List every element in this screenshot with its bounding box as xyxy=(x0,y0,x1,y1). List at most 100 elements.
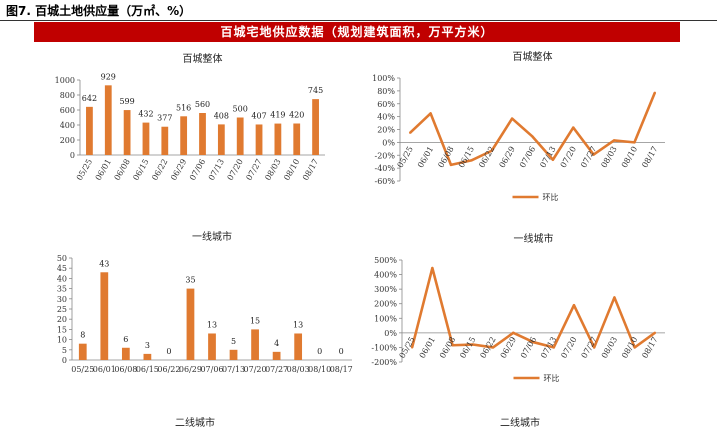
x-tick-label: 07/13 xyxy=(207,158,226,182)
data-label: 500 xyxy=(233,105,248,114)
y-tick-label: 0% xyxy=(384,329,397,338)
x-tick-label: 08/17 xyxy=(640,145,659,169)
x-tick-label: 07/20 xyxy=(559,145,578,169)
legend-label: 环比 xyxy=(544,373,560,383)
x-tick-label: 06/29 xyxy=(498,145,517,169)
bar xyxy=(199,113,206,155)
data-point xyxy=(633,141,636,144)
bar xyxy=(312,99,319,155)
data-label: 15 xyxy=(250,316,260,325)
y-tick-label: 35 xyxy=(57,285,67,294)
bar xyxy=(161,126,169,155)
bar xyxy=(217,124,225,155)
bar xyxy=(236,117,244,155)
x-tick-label: 06/29 xyxy=(169,158,188,182)
section-banner: 百城宅地供应数据（规划建筑面积，万平方米） xyxy=(34,22,680,42)
data-label: 3 xyxy=(145,341,150,350)
x-tick-label: 07/27 xyxy=(244,158,263,182)
y-tick-label: 15 xyxy=(57,325,67,334)
y-tick-label: 20 xyxy=(57,315,67,324)
y-tick-label: -20% xyxy=(375,151,396,160)
data-label: 0 xyxy=(339,347,344,356)
y-tick-label: 200 xyxy=(60,136,75,145)
data-point xyxy=(551,158,555,161)
x-tick-label: 06/15 xyxy=(136,365,159,374)
y-tick-label: 0% xyxy=(382,138,395,147)
x-tick-label: 07/27 xyxy=(580,335,599,359)
data-label: 13 xyxy=(293,320,303,329)
bar xyxy=(123,110,131,155)
y-tick-label: 400 xyxy=(60,121,75,130)
y-tick-label: 500% xyxy=(374,256,397,265)
data-point xyxy=(410,346,414,349)
bar-chart-tier1: 一线城市05101520253035404550805/254306/01606… xyxy=(57,230,353,374)
x-tick-label: 06/29 xyxy=(179,365,202,374)
x-tick-label: 08/10 xyxy=(282,158,301,182)
y-tick-label: 100% xyxy=(372,74,395,83)
data-label: 419 xyxy=(270,111,285,120)
x-tick-label: 08/03 xyxy=(263,158,282,182)
data-label: 599 xyxy=(119,97,134,106)
data-point xyxy=(653,331,657,335)
x-tick-label: 06/01 xyxy=(416,145,435,169)
x-tick-label: 07/06 xyxy=(200,365,223,374)
data-point xyxy=(491,346,495,349)
data-label: 6 xyxy=(123,335,128,344)
y-tick-label: 0 xyxy=(62,356,67,365)
data-label: 745 xyxy=(308,86,323,95)
data-label: 4 xyxy=(274,339,279,348)
x-tick-label: 05/25 xyxy=(71,365,94,374)
bar xyxy=(180,116,188,155)
next-row-titles: 二线城市 二线城市 xyxy=(175,416,540,429)
x-tick-label: 06/01 xyxy=(418,335,437,359)
legend-label: 环比 xyxy=(543,192,559,202)
data-label: 43 xyxy=(99,259,109,268)
x-tick-label: 08/03 xyxy=(287,365,310,374)
data-point xyxy=(592,153,595,156)
y-tick-label: 600 xyxy=(60,106,75,115)
bar xyxy=(78,343,87,360)
y-tick-label: 60% xyxy=(377,100,395,109)
y-tick-label: 45 xyxy=(57,264,67,273)
bar xyxy=(100,272,109,360)
data-point xyxy=(572,303,576,307)
y-tick-label: 100% xyxy=(374,314,397,323)
bar xyxy=(294,333,303,360)
data-point xyxy=(512,331,515,335)
x-tick-label: 07/13 xyxy=(222,365,245,374)
x-tick-label: 07/13 xyxy=(539,335,558,359)
bar xyxy=(293,123,301,155)
x-tick-label: 06/22 xyxy=(157,365,180,374)
y-tick-label: 30 xyxy=(57,295,67,304)
data-point xyxy=(470,159,473,162)
y-tick-label: -100% xyxy=(371,343,397,352)
chart-title: 一线城市 xyxy=(192,230,232,243)
data-point xyxy=(471,343,475,346)
data-label: 0 xyxy=(166,347,171,356)
data-point xyxy=(592,346,596,349)
y-tick-label: 1000 xyxy=(55,76,75,85)
data-label: 516 xyxy=(176,103,191,112)
x-tick-label: 06/08 xyxy=(113,158,132,182)
x-tick-label: 06/08 xyxy=(438,335,457,359)
x-tick-label: 07/27 xyxy=(265,365,288,374)
y-tick-label: 10 xyxy=(57,336,67,345)
data-point xyxy=(653,91,657,95)
data-point xyxy=(449,163,453,167)
bar xyxy=(255,124,263,155)
data-label: 0 xyxy=(317,347,322,356)
x-tick-label: 07/06 xyxy=(518,145,537,169)
y-tick-label: 800 xyxy=(60,91,75,100)
y-tick-label: 25 xyxy=(57,305,67,314)
x-tick-label: 07/20 xyxy=(244,365,267,374)
bar xyxy=(251,329,259,360)
y-tick-label: 400% xyxy=(374,271,397,280)
data-label: 929 xyxy=(101,72,116,81)
data-label: 560 xyxy=(195,100,210,109)
chart-title: 一线城市 xyxy=(514,232,554,245)
bar xyxy=(121,347,130,360)
data-label: 432 xyxy=(138,110,153,119)
chart-title: 百城整体 xyxy=(513,50,553,63)
data-point xyxy=(510,117,514,120)
data-point xyxy=(429,112,432,115)
